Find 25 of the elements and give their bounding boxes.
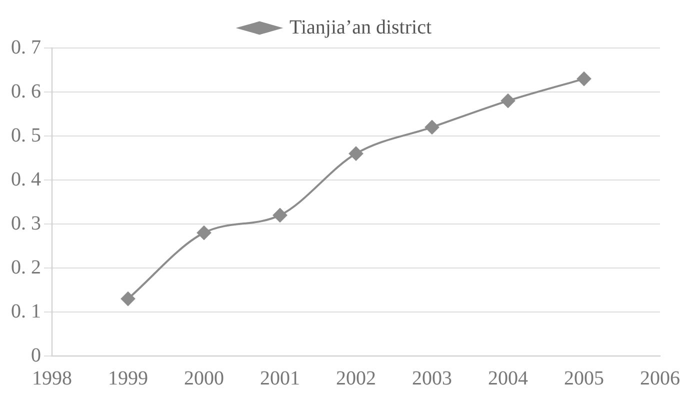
point — [273, 208, 287, 222]
x-tick-label: 2001 — [260, 367, 300, 390]
point — [121, 292, 135, 306]
x-tick-label: 2006 — [640, 367, 680, 390]
y-tick-label: 0. 2 — [11, 256, 41, 278]
x-tick-label: 2002 — [336, 367, 376, 390]
x-tick-label: 2003 — [412, 367, 452, 390]
point — [501, 94, 515, 108]
x-tick-label: 2004 — [488, 367, 528, 390]
y-tick-label: 0. 4 — [11, 168, 41, 190]
point — [577, 72, 591, 86]
x-tick-label: 2005 — [564, 367, 604, 390]
y-tick-label: 0. 6 — [11, 80, 41, 102]
legend-label: Tianjia’an district — [289, 16, 432, 38]
x-tick-label: 1998 — [32, 367, 72, 390]
y-tick-label: 0 — [31, 344, 41, 366]
y-tick-label: 0. 3 — [11, 212, 41, 234]
y-tick-label: 0. 1 — [11, 300, 41, 322]
y-tick-label: 0. 7 — [11, 36, 41, 58]
point — [349, 146, 363, 161]
x-tick-label: 2000 — [184, 367, 224, 390]
x-tick-label: 1999 — [108, 367, 148, 390]
y-tick-label: 0. 5 — [11, 124, 41, 146]
point — [425, 120, 439, 134]
point — [197, 226, 211, 240]
